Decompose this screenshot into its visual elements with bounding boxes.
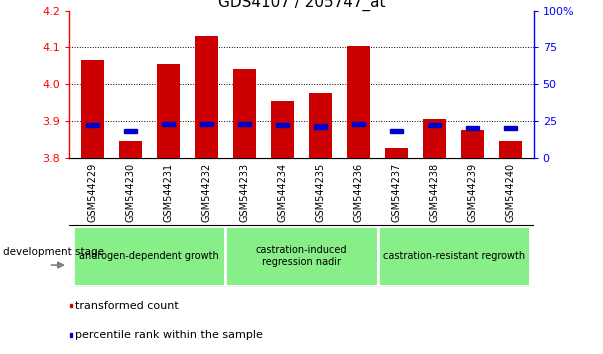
Bar [423, 119, 446, 158]
Text: development stage: development stage [3, 247, 104, 257]
Bar [119, 141, 142, 158]
Text: GSM544236: GSM544236 [353, 163, 364, 222]
Text: GSM544235: GSM544235 [315, 163, 326, 222]
Text: percentile rank within the sample: percentile rank within the sample [75, 330, 264, 339]
Bar [309, 93, 332, 158]
Text: castration-resistant regrowth: castration-resistant regrowth [383, 251, 525, 261]
Text: GSM544240: GSM544240 [506, 163, 516, 222]
Text: GSM544234: GSM544234 [277, 163, 288, 222]
Bar [352, 121, 365, 126]
Bar [86, 123, 99, 127]
Bar [314, 125, 327, 129]
Bar [81, 60, 104, 158]
Text: GSM544230: GSM544230 [125, 163, 135, 222]
Bar [73, 226, 226, 285]
Bar [195, 36, 218, 158]
Bar [347, 46, 370, 158]
Bar [390, 129, 403, 133]
Bar [157, 64, 180, 158]
Bar [70, 304, 72, 307]
Text: GSM544229: GSM544229 [87, 163, 97, 222]
Bar [271, 101, 294, 158]
Text: GSM544239: GSM544239 [468, 163, 478, 222]
Text: androgen-dependent growth: androgen-dependent growth [80, 251, 219, 261]
Title: GDS4107 / 205747_at: GDS4107 / 205747_at [218, 0, 385, 11]
Bar [385, 148, 408, 158]
Bar [238, 121, 251, 126]
Bar [70, 333, 72, 337]
Bar [162, 121, 175, 126]
Bar [461, 130, 484, 158]
Text: GSM544232: GSM544232 [201, 163, 212, 222]
Text: GSM544238: GSM544238 [430, 163, 440, 222]
Bar [276, 123, 289, 127]
Text: GSM544237: GSM544237 [391, 163, 402, 222]
Bar [504, 126, 517, 130]
Bar [428, 123, 441, 127]
Text: GSM544231: GSM544231 [163, 163, 173, 222]
Text: GSM544233: GSM544233 [239, 163, 250, 222]
Bar [377, 226, 530, 285]
Text: transformed count: transformed count [75, 301, 179, 311]
Bar [124, 129, 137, 133]
Bar [466, 126, 479, 130]
Text: castration-induced
regression nadir: castration-induced regression nadir [256, 245, 347, 267]
Bar [226, 226, 377, 285]
Bar [233, 69, 256, 158]
Bar [200, 121, 213, 126]
Bar [499, 141, 522, 158]
